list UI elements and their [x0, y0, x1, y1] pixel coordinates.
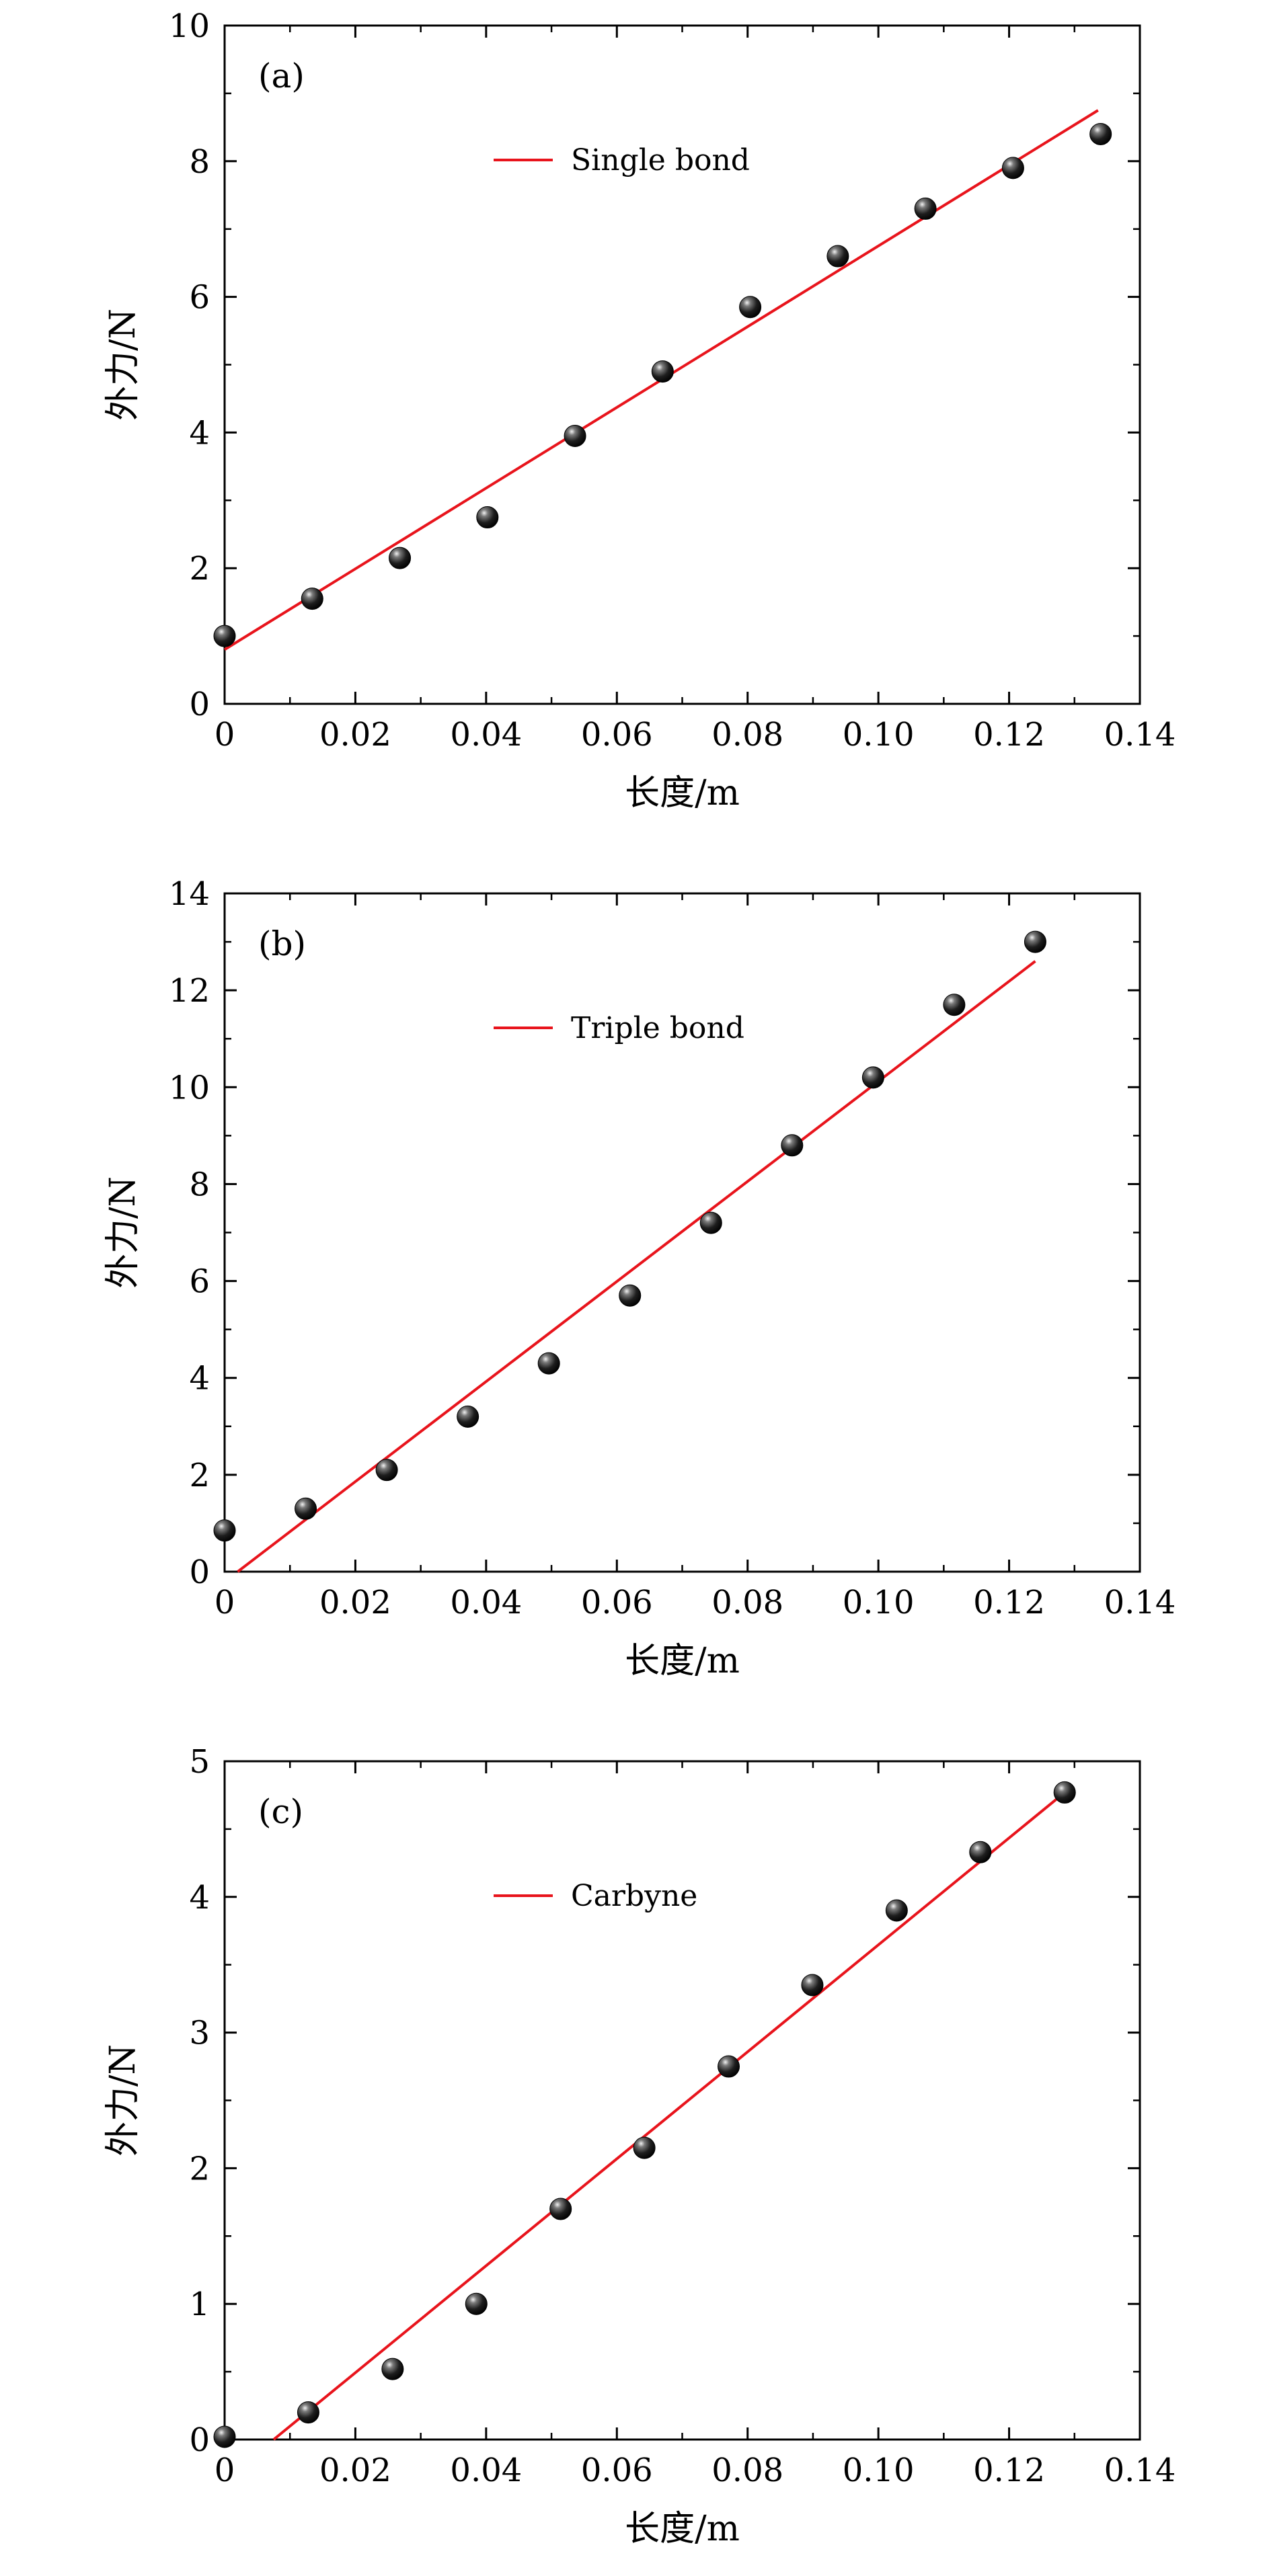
- x-tick-label: 0.12: [973, 716, 1045, 754]
- data-point: [465, 2292, 488, 2315]
- y-tick-label: 1: [189, 2286, 210, 2323]
- data-point: [651, 360, 674, 383]
- y-tick-label: 2: [189, 1457, 210, 1494]
- x-tick-label: 0: [215, 2452, 235, 2489]
- x-tick-label: 0.08: [711, 2452, 783, 2489]
- x-tick-label: 0.10: [843, 1584, 915, 1621]
- data-point: [826, 245, 849, 268]
- y-tick-label: 5: [189, 1743, 210, 1781]
- data-point: [537, 1352, 560, 1375]
- data-point: [861, 1066, 884, 1089]
- data-point: [213, 1519, 236, 1542]
- plot-frame: [223, 24, 1141, 705]
- data-point: [295, 1497, 317, 1520]
- fit-line: [272, 1791, 1066, 2441]
- x-tick-label: 0.02: [319, 716, 391, 754]
- y-tick-label: 8: [189, 1166, 210, 1203]
- data-point: [969, 1841, 992, 1863]
- x-tick-label: 0.02: [319, 1584, 391, 1621]
- y-tick-label: 2: [189, 2150, 210, 2187]
- y-tick-label: 8: [189, 143, 210, 181]
- data-point: [457, 1405, 479, 1428]
- data-point: [549, 2198, 572, 2220]
- panel-label: (c): [258, 1792, 303, 1831]
- y-tick-label: 10: [169, 7, 210, 45]
- x-axis-title: 长度/m: [625, 2509, 740, 2549]
- x-tick-label: 0.02: [319, 2452, 391, 2489]
- data-point: [914, 197, 937, 220]
- panel-label: (a): [258, 56, 305, 95]
- data-point: [699, 1211, 722, 1234]
- x-tick-label: 0.10: [843, 2452, 915, 2489]
- data-point: [297, 2401, 319, 2424]
- data-point: [389, 547, 412, 569]
- data-point: [301, 588, 323, 610]
- data-point: [381, 2358, 404, 2380]
- fit-line: [237, 960, 1036, 1573]
- x-tick-label: 0.04: [450, 716, 522, 754]
- y-tick-label: 6: [189, 1263, 210, 1301]
- y-tick-label: 0: [189, 686, 210, 723]
- legend-label: Triple bond: [571, 1011, 744, 1045]
- legend-label: Carbyne: [571, 1879, 697, 1913]
- x-tick-label: 0.14: [1104, 2452, 1176, 2489]
- x-tick-label: 0.06: [581, 2452, 653, 2489]
- y-tick-label: 3: [189, 2015, 210, 2052]
- data-point: [564, 424, 586, 447]
- x-tick-label: 0: [215, 716, 235, 754]
- y-tick-label: 10: [169, 1069, 210, 1106]
- x-tick-label: 0.04: [450, 2452, 522, 2489]
- y-tick-label: 14: [169, 875, 210, 913]
- x-tick-label: 0.14: [1104, 716, 1176, 754]
- chart-panel-c: 0 0.02 0.04 0.06 0.08 0.10 0.12 0.14 0 1 2 3 4 5 长度/m 外…: [103, 1743, 1176, 2549]
- y-tick-label: 2: [189, 550, 210, 588]
- data-point: [781, 1134, 804, 1157]
- y-tick-label: 4: [189, 414, 210, 452]
- y-tick-label: 4: [189, 1879, 210, 1917]
- x-tick-label: 0.14: [1104, 1584, 1176, 1621]
- data-point: [801, 1974, 824, 1997]
- x-tick-label: 0: [215, 1584, 235, 1621]
- data-point: [1001, 157, 1024, 179]
- y-axis-title: 外力/N: [103, 1176, 143, 1289]
- x-tick-label: 0.08: [711, 716, 783, 754]
- panel-label: (b): [258, 924, 306, 963]
- data-point: [1053, 1781, 1076, 1804]
- y-axis-title: 外力/N: [103, 309, 143, 421]
- data-point: [213, 625, 236, 647]
- y-tick-label: 0: [189, 1554, 210, 1591]
- data-point: [1089, 122, 1112, 145]
- y-tick-label: 4: [189, 1360, 210, 1398]
- x-tick-label: 0.12: [973, 2452, 1045, 2489]
- data-point: [476, 506, 499, 529]
- data-point: [375, 1459, 398, 1482]
- x-tick-label: 0.10: [843, 716, 915, 754]
- x-axis-title: 长度/m: [625, 773, 740, 813]
- data-point: [718, 2055, 740, 2078]
- y-tick-label: 6: [189, 279, 210, 317]
- data-point: [885, 1899, 908, 1922]
- x-tick-label: 0.06: [581, 716, 653, 754]
- chart-panel-a: 0 0.02 0.04 0.06 0.08 0.10 0.12 0.14 0 2 4 6 8 10 长度/m…: [103, 7, 1176, 813]
- data-point: [633, 2136, 656, 2159]
- data-point: [619, 1284, 642, 1307]
- data-point: [943, 994, 966, 1016]
- x-tick-label: 0.12: [973, 1584, 1045, 1621]
- x-tick-label: 0.08: [711, 1584, 783, 1621]
- data-point: [1024, 930, 1046, 953]
- x-tick-label: 0.06: [581, 1584, 653, 1621]
- chart-panel-b: 0 0.02 0.04 0.06 0.08 0.10 0.12 0.14 0 2 4 6 8 10 12 14…: [103, 875, 1176, 1681]
- data-point: [739, 296, 762, 319]
- y-tick-label: 0: [189, 2421, 210, 2459]
- data-point: [213, 2425, 236, 2448]
- y-tick-label: 12: [169, 972, 210, 1010]
- y-axis-title: 外力/N: [103, 2044, 143, 2157]
- legend-label: Single bond: [571, 143, 750, 177]
- x-tick-label: 0.04: [450, 1584, 522, 1621]
- x-axis-title: 长度/m: [625, 1641, 740, 1681]
- plot-frame: [223, 1760, 1141, 2441]
